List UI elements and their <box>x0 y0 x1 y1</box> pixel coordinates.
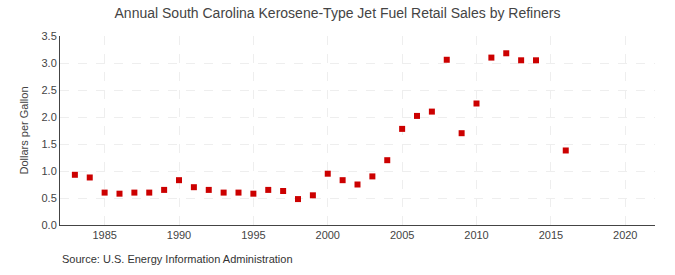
svg-text:3.0: 3.0 <box>42 57 57 69</box>
svg-text:3.5: 3.5 <box>42 30 57 42</box>
svg-text:2000: 2000 <box>316 229 340 241</box>
svg-text:2010: 2010 <box>464 229 488 241</box>
svg-text:Source: U.S. Energy Informatio: Source: U.S. Energy Information Administ… <box>62 253 293 265</box>
svg-text:1995: 1995 <box>241 229 265 241</box>
svg-text:2.0: 2.0 <box>42 111 57 123</box>
svg-text:2015: 2015 <box>539 229 563 241</box>
svg-text:0.0: 0.0 <box>42 219 57 231</box>
svg-text:2020: 2020 <box>613 229 637 241</box>
svg-text:1985: 1985 <box>92 229 116 241</box>
svg-text:1.0: 1.0 <box>42 165 57 177</box>
svg-text:2.5: 2.5 <box>42 84 57 96</box>
svg-text:0.5: 0.5 <box>42 192 57 204</box>
svg-text:Annual South Carolina Kerosene: Annual South Carolina Kerosene-Type Jet … <box>115 5 561 21</box>
svg-text:2005: 2005 <box>390 229 414 241</box>
svg-text:Dollars per Gallon: Dollars per Gallon <box>18 86 30 174</box>
svg-text:1.5: 1.5 <box>42 138 57 150</box>
svg-text:1990: 1990 <box>167 229 191 241</box>
